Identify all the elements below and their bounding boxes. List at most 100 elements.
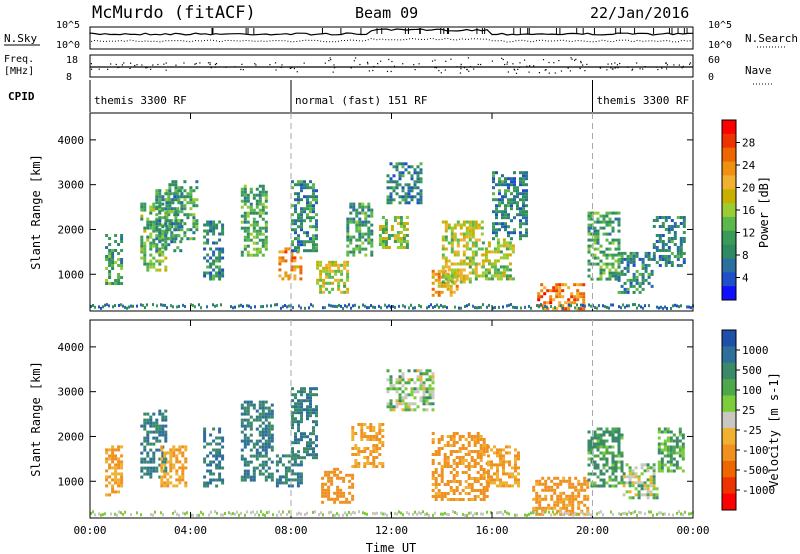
ground-scatter-cell [284, 303, 286, 307]
heatmap-cell [474, 244, 478, 248]
heatmap-cell [209, 442, 213, 446]
heatmap-cell [626, 278, 630, 282]
heatmap-cell [593, 235, 597, 239]
heatmap-cell [649, 475, 653, 479]
heatmap-cell [485, 495, 489, 498]
heatmap-cell [218, 259, 222, 263]
heatmap-cell [498, 198, 501, 202]
heatmap-cell [343, 266, 347, 270]
heatmap-cell [444, 256, 448, 260]
heatmap-cell [652, 246, 656, 249]
heatmap-cell [146, 412, 150, 416]
heatmap-cell [617, 220, 621, 224]
heatmap-cell [255, 232, 259, 236]
ground-scatter-cell [398, 304, 400, 308]
heatmap-cell [152, 421, 156, 425]
heatmap-cell [490, 277, 494, 281]
ground-scatter-cell [434, 305, 436, 309]
heatmap-cell [212, 262, 216, 266]
heatmap-cell [322, 290, 326, 294]
heatmap-cell [428, 390, 432, 394]
heatmap-cell [452, 450, 456, 453]
heatmap-cell [626, 290, 630, 294]
heatmap-cell [479, 459, 483, 462]
heatmap-cell [294, 249, 297, 253]
heatmap-cell [468, 277, 472, 281]
ground-scatter-cell [94, 305, 96, 309]
heatmap-cell [499, 454, 502, 458]
heatmap-cell [155, 219, 159, 223]
heatmap-cell [402, 237, 406, 240]
nave-point [150, 68, 152, 70]
heatmap-cell [593, 454, 597, 458]
heatmap-cell [389, 402, 393, 406]
heatmap-cell [149, 205, 153, 209]
ground-scatter-cell [486, 510, 488, 514]
heatmap-cell [620, 436, 624, 440]
heatmap-cell [111, 487, 115, 491]
heatmap-cell [392, 405, 396, 409]
heatmap-cell [181, 469, 185, 473]
ground-scatter-cell [262, 513, 264, 517]
heatmap-cell [473, 477, 477, 480]
freq-panel-frame [89, 54, 694, 78]
heatmap-cell [596, 241, 600, 245]
heatmap-cell [468, 280, 472, 284]
heatmap-cell [437, 489, 441, 492]
heatmap-cell [617, 272, 621, 276]
nsearch-tick-top: 10^5 [708, 20, 732, 31]
nave-point [274, 62, 277, 64]
heatmap-cell [492, 186, 495, 190]
ground-scatter-cell [312, 304, 314, 308]
nave-point [269, 64, 271, 66]
heatmap-cell [143, 466, 147, 470]
heatmap-cell [215, 484, 219, 488]
ground-scatter-cell [648, 304, 650, 308]
heatmap-cell [246, 205, 250, 209]
heatmap-cell [140, 214, 144, 218]
heatmap-cell [315, 444, 318, 448]
heatmap-cell [587, 244, 591, 248]
heatmap-cell [571, 485, 575, 489]
heatmap-cell [171, 201, 175, 205]
heatmap-cell [505, 484, 508, 488]
heatmap-cell [558, 301, 562, 305]
nave-point [440, 72, 442, 74]
heatmap-cell [174, 198, 178, 202]
heatmap-cell [395, 405, 399, 409]
y-tick-label: 1000 [58, 475, 85, 488]
ground-scatter-cell [118, 510, 120, 514]
heatmap-cell [221, 436, 225, 440]
heatmap-cell [495, 183, 498, 187]
heatmap-cell [459, 271, 463, 275]
heatmap-cell [158, 237, 162, 241]
heatmap-cell [449, 284, 453, 288]
colorbar-tick-label: 8 [742, 249, 749, 262]
ground-scatter-cell [98, 512, 100, 516]
ground-scatter-cell [608, 306, 610, 310]
heatmap-cell [252, 469, 256, 473]
heatmap-cell [171, 234, 175, 238]
heatmap-cell [549, 289, 553, 293]
heatmap-cell [398, 375, 402, 379]
ground-scatter-cell [632, 511, 634, 515]
heatmap-cell [312, 429, 315, 433]
heatmap-cell [300, 198, 303, 202]
ground-scatter-cell [380, 306, 382, 310]
heatmap-cell [209, 469, 213, 473]
heatmap-cell [507, 231, 510, 235]
heatmap-cell [431, 372, 435, 376]
heatmap-cell [300, 456, 303, 460]
heatmap-cell [490, 466, 493, 470]
heatmap-cell [306, 447, 309, 451]
heatmap-cell [203, 274, 207, 278]
heatmap-cell [682, 261, 686, 264]
ground-scatter-cell [398, 510, 400, 514]
heatmap-cell [398, 396, 402, 400]
heatmap-cell [363, 423, 367, 426]
heatmap-cell [181, 478, 185, 482]
ground-scatter-cell [378, 304, 380, 308]
heatmap-cell [328, 266, 332, 270]
heatmap-cell [303, 219, 306, 223]
heatmap-cell [458, 492, 462, 495]
